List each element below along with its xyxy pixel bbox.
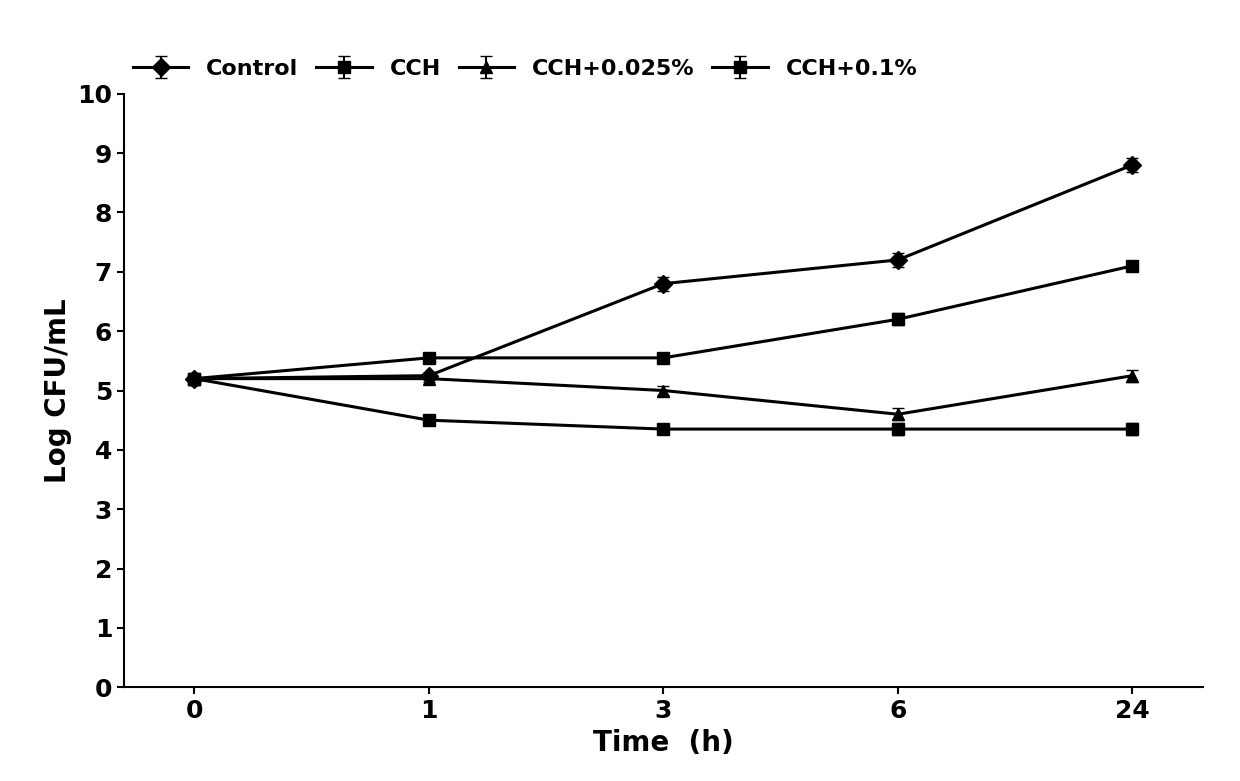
- Legend: Control, CCH, CCH+0.025%, CCH+0.1%: Control, CCH, CCH+0.025%, CCH+0.1%: [124, 50, 926, 87]
- X-axis label: Time  (h): Time (h): [593, 729, 734, 757]
- Y-axis label: Log CFU/mL: Log CFU/mL: [43, 298, 72, 483]
